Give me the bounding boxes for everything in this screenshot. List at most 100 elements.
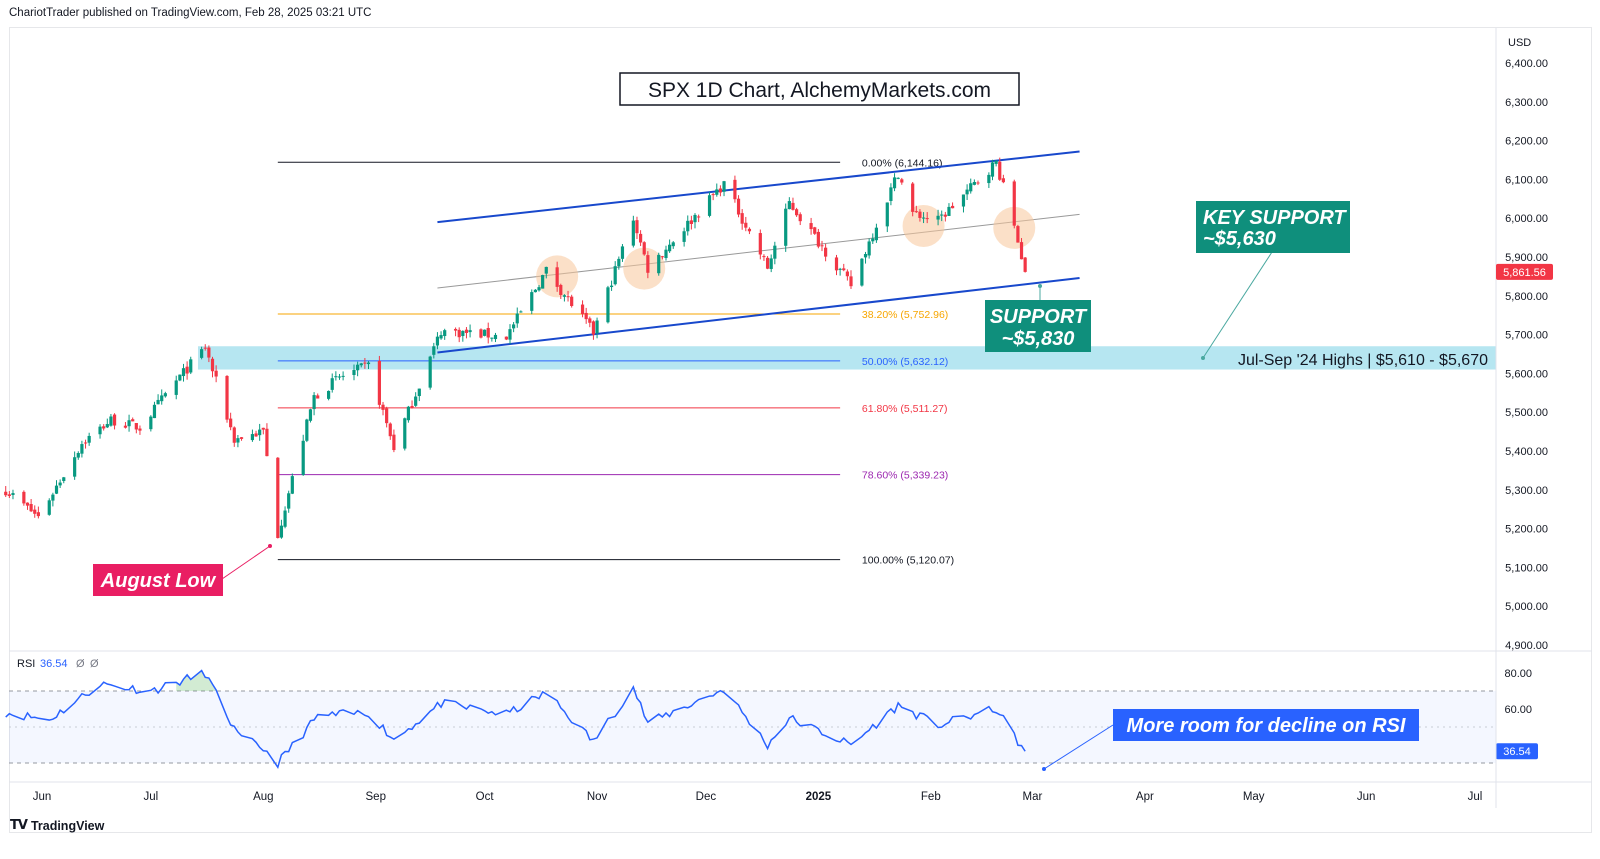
candle-body-16 — [83, 442, 88, 444]
candle-body-63 — [327, 390, 331, 399]
candle-body-6 — [33, 509, 37, 514]
candle-body-185 — [943, 214, 947, 217]
candle-body-23 — [123, 425, 128, 428]
price-tick-4: 6,000.00 — [1505, 213, 1548, 225]
rsi-tick-1: 60.00 — [1504, 704, 1532, 716]
candle-body-174 — [889, 187, 893, 201]
time-tick-9: Mar — [1022, 791, 1042, 803]
price-tick-1: 6,300.00 — [1505, 97, 1548, 109]
candle-body-41 — [210, 358, 215, 372]
annotations-layer: KEY SUPPORT~$5,630 SUPPORT~$5,830 August L… — [93, 201, 1419, 771]
candle-body-154 — [787, 201, 791, 210]
candle-body-133 — [682, 231, 686, 242]
candle-body-129 — [660, 256, 664, 258]
time-tick-8: Feb — [921, 791, 941, 803]
candle-body-44 — [229, 418, 233, 428]
rsi-value-tag — [1496, 743, 1538, 760]
candle-body-198 — [1012, 181, 1016, 226]
time-tick-12: Jun — [1357, 791, 1376, 803]
key-support-line-2: ~$5,630 — [1203, 228, 1276, 250]
candle-body-27 — [138, 428, 142, 431]
candle-body-75 — [385, 408, 389, 424]
candle-body-136 — [693, 214, 697, 223]
resistance-zone-label: Jul-Sep '24 Highs | $5,610 - $5,670 — [1238, 352, 1488, 369]
channel-lower-line — [437, 276, 1080, 354]
august-low-connector-dot — [268, 544, 272, 548]
candle-body-137 — [697, 216, 701, 218]
candle-body-167 — [849, 276, 853, 287]
price-tick-11: 5,300.00 — [1505, 485, 1548, 497]
candle-body-39 — [203, 347, 207, 349]
candle-body-46 — [236, 438, 240, 443]
resistance-zone-layer: Jul-Sep '24 Highs | $5,610 - $5,670 — [197, 346, 1497, 370]
candle-body-47 — [239, 437, 244, 439]
candle-body-122 — [620, 246, 625, 259]
candle-body-90 — [461, 330, 465, 337]
candle-body-85 — [435, 336, 440, 346]
candle-body-189 — [965, 189, 969, 195]
candle-body-70 — [359, 363, 363, 366]
candle-body-179 — [914, 211, 918, 213]
time-tick-4: Oct — [476, 791, 495, 803]
rsi-value-label: 36.54 — [40, 658, 68, 670]
candle-body-112 — [570, 296, 574, 306]
price-tick-9: 5,500.00 — [1505, 407, 1548, 419]
price-tick-12: 5,200.00 — [1505, 524, 1548, 536]
time-tick-5: Nov — [587, 791, 608, 803]
candle-body-80 — [410, 405, 414, 408]
august-low-text: August Low — [100, 570, 217, 592]
candle-body-168 — [860, 258, 864, 286]
candle-body-170 — [867, 241, 871, 256]
candle-body-184 — [940, 214, 944, 216]
candle-body-64 — [330, 378, 334, 390]
candle-body-19 — [102, 426, 106, 429]
candle-body-33 — [174, 380, 178, 395]
candle-body-120 — [613, 266, 617, 285]
candle-body-9 — [51, 494, 55, 501]
candle-body-115 — [588, 318, 592, 323]
candle-body-13 — [73, 457, 77, 477]
time-tick-13: Jul — [1468, 791, 1483, 803]
candle-body-22 — [112, 414, 117, 426]
candle-body-110 — [562, 295, 567, 297]
candle-body-116 — [591, 321, 596, 335]
footer-brand[interactable]: TV TradingView — [10, 818, 104, 833]
candle-body-57 — [290, 476, 294, 494]
candle-body-190 — [969, 183, 973, 192]
rsi-tick-0: 80.00 — [1504, 668, 1532, 680]
candle-body-4 — [25, 502, 30, 506]
candle-body-58 — [301, 440, 305, 475]
candle-body-108 — [555, 267, 559, 287]
candle-body-3 — [22, 491, 26, 504]
candle-body-104 — [533, 289, 537, 293]
rsi-extra-1: Ø — [76, 658, 85, 670]
august-low-connector — [221, 545, 271, 580]
candle-body-141 — [718, 188, 723, 193]
support-connector-dot — [1038, 284, 1042, 288]
candle-body-152 — [773, 245, 777, 259]
chart-frame[interactable] — [9, 27, 1592, 833]
candle-body-50 — [258, 429, 262, 436]
price-tick-6: 5,800.00 — [1505, 291, 1548, 303]
candle-body-124 — [635, 220, 639, 234]
support-line-1: SUPPORT — [990, 306, 1088, 328]
candle-body-61 — [312, 395, 316, 410]
rsi-note-connector-dot — [1042, 767, 1046, 771]
fibonacci-layer: 0.00% (6,144.16) 38.20% (5,752.96) 50.00% … — [277, 157, 954, 567]
candle-body-55 — [283, 510, 287, 527]
candle-body-99 — [508, 329, 512, 340]
candle-body-65 — [334, 376, 338, 378]
candle-body-162 — [824, 247, 828, 257]
candle-body-31 — [160, 395, 164, 402]
price-tick-8: 5,600.00 — [1505, 368, 1548, 380]
candle-body-134 — [686, 220, 690, 232]
candle-body-135 — [689, 220, 693, 224]
rsi-line — [5, 669, 1026, 770]
candle-body-69 — [356, 364, 360, 371]
time-tick-3: Sep — [366, 791, 386, 803]
candle-body-145 — [740, 213, 744, 224]
candle-body-161 — [820, 245, 824, 247]
candle-body-111 — [566, 296, 570, 298]
candle-body-96 — [490, 337, 494, 339]
